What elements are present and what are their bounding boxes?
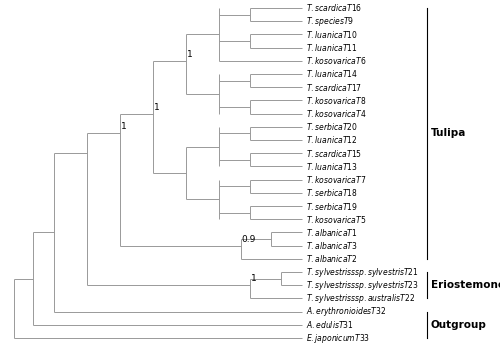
Text: $\mathit{A. erythronioides T32}$: $\mathit{A. erythronioides T32}$ bbox=[306, 305, 386, 318]
Text: Outgroup: Outgroup bbox=[430, 320, 486, 330]
Text: $\mathit{T. kosovarica T5}$: $\mathit{T. kosovarica T5}$ bbox=[306, 214, 366, 225]
Text: $\mathit{T. scardica T16}$: $\mathit{T. scardica T16}$ bbox=[306, 2, 362, 13]
Text: $\mathit{T. kosovarica T7}$: $\mathit{T. kosovarica T7}$ bbox=[306, 174, 366, 185]
Text: $\mathit{T. luanica T10}$: $\mathit{T. luanica T10}$ bbox=[306, 29, 358, 40]
Text: 1: 1 bbox=[251, 274, 256, 283]
Text: Tulipa: Tulipa bbox=[430, 128, 466, 138]
Text: $\mathit{T. serbica T19}$: $\mathit{T. serbica T19}$ bbox=[306, 201, 358, 211]
Text: $\mathit{T. kosovarica T8}$: $\mathit{T. kosovarica T8}$ bbox=[306, 95, 366, 106]
Text: $\mathit{T. sylvestris ssp. sylvestris T21}$: $\mathit{T. sylvestris ssp. sylvestris T… bbox=[306, 265, 418, 279]
Text: $\mathit{T. sylvestris ssp. australis T22}$: $\mathit{T. sylvestris ssp. australis T2… bbox=[306, 292, 415, 305]
Text: $\mathit{T. luanica T11}$: $\mathit{T. luanica T11}$ bbox=[306, 42, 358, 53]
Text: $\mathit{E. japonicum T33}$: $\mathit{E. japonicum T33}$ bbox=[306, 331, 370, 345]
Text: $\mathit{T. albanica T1}$: $\mathit{T. albanica T1}$ bbox=[306, 227, 357, 238]
Text: 1: 1 bbox=[188, 50, 193, 59]
Text: 1: 1 bbox=[154, 103, 160, 112]
Text: $\mathit{T. kosovarica T4}$: $\mathit{T. kosovarica T4}$ bbox=[306, 108, 366, 119]
Text: $\mathit{T. luanica T12}$: $\mathit{T. luanica T12}$ bbox=[306, 135, 357, 145]
Text: $\mathit{T. scardica T17}$: $\mathit{T. scardica T17}$ bbox=[306, 82, 362, 93]
Text: $\mathit{T. serbica T20}$: $\mathit{T. serbica T20}$ bbox=[306, 121, 358, 132]
Text: 1: 1 bbox=[121, 122, 127, 131]
Text: $\mathit{T. kosovarica T6}$: $\mathit{T. kosovarica T6}$ bbox=[306, 55, 366, 66]
Text: $\mathit{T. serbica T18}$: $\mathit{T. serbica T18}$ bbox=[306, 187, 358, 198]
Text: $\mathit{T. species T9}$: $\mathit{T. species T9}$ bbox=[306, 15, 354, 28]
Text: $\mathit{T. scardica T15}$: $\mathit{T. scardica T15}$ bbox=[306, 148, 362, 159]
Text: $\mathit{T. sylvestris ssp. sylvestris T23}$: $\mathit{T. sylvestris ssp. sylvestris T… bbox=[306, 279, 418, 292]
Text: $\mathit{T. luanica T13}$: $\mathit{T. luanica T13}$ bbox=[306, 161, 358, 172]
Text: Eriostemones: Eriostemones bbox=[430, 280, 500, 290]
Text: $\mathit{A. edulis T31}$: $\mathit{A. edulis T31}$ bbox=[306, 319, 354, 330]
Text: 0.9: 0.9 bbox=[242, 235, 256, 244]
Text: $\mathit{T. albanica T3}$: $\mathit{T. albanica T3}$ bbox=[306, 240, 358, 251]
Text: $\mathit{T. luanica T14}$: $\mathit{T. luanica T14}$ bbox=[306, 69, 358, 80]
Text: $\mathit{T. albanica T2}$: $\mathit{T. albanica T2}$ bbox=[306, 253, 357, 264]
